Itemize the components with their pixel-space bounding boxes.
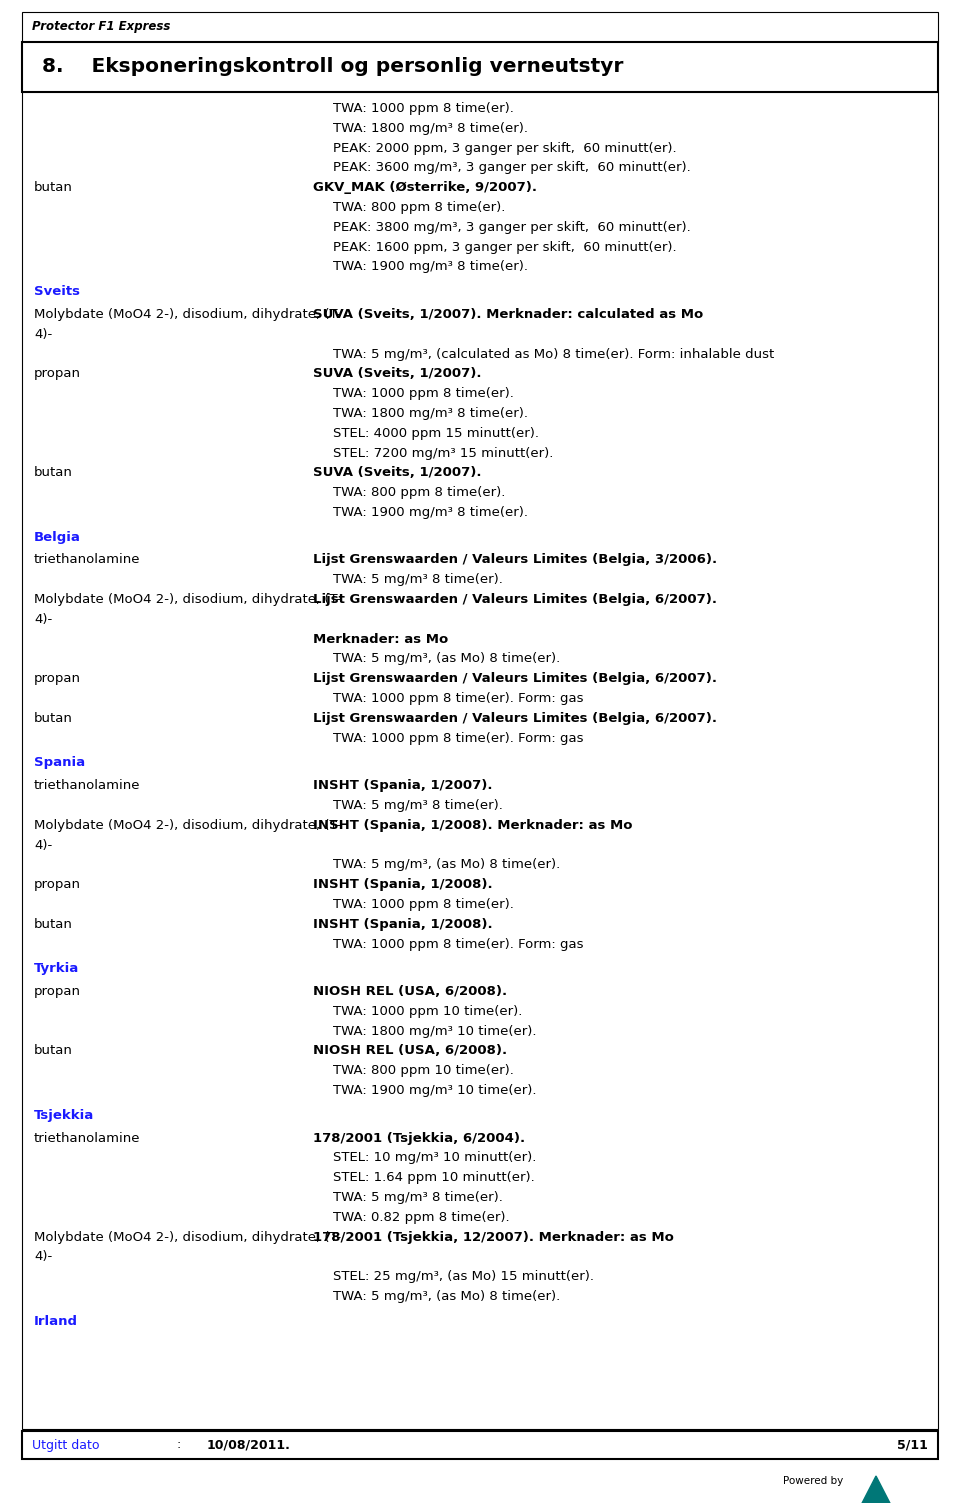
Bar [22,12,938,42]
Text: TWA: 800 ppm 8 time(er).: TWA: 800 ppm 8 time(er). [333,201,506,213]
Text: 4)-: 4)- [34,839,52,852]
Text: Molybdate (MoO4 2-), disodium, dihydrate, (T-: Molybdate (MoO4 2-), disodium, dihydrate… [34,1231,341,1243]
Text: triethanolamine: triethanolamine [34,779,140,792]
Text: Protector F1 Express: Protector F1 Express [32,21,170,33]
Bar [22,42,938,92]
Bar [22,1431,938,1459]
Text: TWA: 1000 ppm 8 time(er). Form: gas: TWA: 1000 ppm 8 time(er). Form: gas [333,938,584,950]
Text: TWA: 1900 mg/m³ 10 time(er).: TWA: 1900 mg/m³ 10 time(er). [333,1084,537,1097]
Text: Molybdate (MoO4 2-), disodium, dihydrate, (T-: Molybdate (MoO4 2-), disodium, dihydrate… [34,594,341,606]
Text: Molybdate (MoO4 2-), disodium, dihydrate, (T-: Molybdate (MoO4 2-), disodium, dihydrate… [34,819,341,831]
Text: Tyrkia: Tyrkia [34,962,80,975]
Text: 5/11: 5/11 [898,1438,928,1452]
Text: propan: propan [34,878,81,891]
Text: PEAK: 3600 mg/m³, 3 ganger per skift,  60 minutt(er).: PEAK: 3600 mg/m³, 3 ganger per skift, 60… [333,161,691,174]
Text: butan: butan [34,712,73,724]
Text: TWA: 1800 mg/m³ 8 time(er).: TWA: 1800 mg/m³ 8 time(er). [333,407,528,419]
Text: TWA: 5 mg/m³ 8 time(er).: TWA: 5 mg/m³ 8 time(er). [333,573,503,586]
Polygon shape [858,1476,894,1503]
Text: TWA: 5 mg/m³, (as Mo) 8 time(er).: TWA: 5 mg/m³, (as Mo) 8 time(er). [333,652,561,666]
Text: :: : [177,1438,181,1452]
Text: Lijst Grenswaarden / Valeurs Limites (Belgia, 3/2006).: Lijst Grenswaarden / Valeurs Limites (Be… [313,553,717,567]
Text: STEL: 4000 ppm 15 minutt(er).: STEL: 4000 ppm 15 minutt(er). [333,427,540,440]
Text: butan: butan [34,918,73,930]
Text: TWA: 800 ppm 8 time(er).: TWA: 800 ppm 8 time(er). [333,485,506,499]
Text: TWA: 0.82 ppm 8 time(er).: TWA: 0.82 ppm 8 time(er). [333,1211,510,1223]
Text: butan: butan [34,182,73,194]
Text: PEAK: 2000 ppm, 3 ganger per skift,  60 minutt(er).: PEAK: 2000 ppm, 3 ganger per skift, 60 m… [333,141,677,155]
Text: SUVA (Sveits, 1/2007).: SUVA (Sveits, 1/2007). [313,367,482,380]
Text: INSHT (Spania, 1/2007).: INSHT (Spania, 1/2007). [313,779,492,792]
Text: 4)-: 4)- [34,328,52,341]
Text: TWA: 1900 mg/m³ 8 time(er).: TWA: 1900 mg/m³ 8 time(er). [333,507,528,519]
Text: TWA: 5 mg/m³ 8 time(er).: TWA: 5 mg/m³ 8 time(er). [333,800,503,812]
Text: propan: propan [34,984,81,998]
Text: propan: propan [34,672,81,685]
Text: TWA: 1000 ppm 8 time(er).: TWA: 1000 ppm 8 time(er). [333,897,515,911]
Text: 178/2001 (Tsjekkia, 12/2007). Merknader: as Mo: 178/2001 (Tsjekkia, 12/2007). Merknader:… [313,1231,674,1243]
Text: TWA: 1000 ppm 8 time(er). Form: gas: TWA: 1000 ppm 8 time(er). Form: gas [333,691,584,705]
Text: TWA: 1800 mg/m³ 8 time(er).: TWA: 1800 mg/m³ 8 time(er). [333,122,528,135]
Text: Molybdate (MoO4 2-), disodium, dihydrate, (T-: Molybdate (MoO4 2-), disodium, dihydrate… [34,308,341,322]
Text: TWA: 1000 ppm 8 time(er). Form: gas: TWA: 1000 ppm 8 time(er). Form: gas [333,732,584,744]
Text: TWA: 5 mg/m³, (calculated as Mo) 8 time(er). Form: inhalable dust: TWA: 5 mg/m³, (calculated as Mo) 8 time(… [333,347,775,361]
Text: PEAK: 3800 mg/m³, 3 ganger per skift,  60 minutt(er).: PEAK: 3800 mg/m³, 3 ganger per skift, 60… [333,221,691,234]
Text: Belgia: Belgia [34,531,81,544]
Text: Utgitt dato: Utgitt dato [32,1438,100,1452]
Text: Lijst Grenswaarden / Valeurs Limites (Belgia, 6/2007).: Lijst Grenswaarden / Valeurs Limites (Be… [313,712,717,724]
Text: Tsjekkia: Tsjekkia [34,1109,94,1121]
Text: 10/08/2011.: 10/08/2011. [207,1438,291,1452]
Text: butan: butan [34,1045,73,1058]
Text: Spania: Spania [34,756,85,770]
Text: SUVA (Sveits, 1/2007). Merknader: calculated as Mo: SUVA (Sveits, 1/2007). Merknader: calcul… [313,308,704,322]
Text: propan: propan [34,367,81,380]
Text: TWA: 1000 ppm 8 time(er).: TWA: 1000 ppm 8 time(er). [333,388,515,400]
Text: 4)-: 4)- [34,1250,52,1264]
Text: 8.    Eksponeringskontroll og personlig verneutstyr: 8. Eksponeringskontroll og personlig ver… [42,57,623,77]
Text: STEL: 1.64 ppm 10 minutt(er).: STEL: 1.64 ppm 10 minutt(er). [333,1171,535,1184]
Text: triethanolamine: triethanolamine [34,553,140,567]
Text: INSHT (Spania, 1/2008).: INSHT (Spania, 1/2008). [313,878,492,891]
Text: TWA: 1900 mg/m³ 8 time(er).: TWA: 1900 mg/m³ 8 time(er). [333,260,528,274]
Text: Merknader: as Mo: Merknader: as Mo [313,633,448,646]
Text: triethanolamine: triethanolamine [34,1132,140,1145]
Text: Lijst Grenswaarden / Valeurs Limites (Belgia, 6/2007).: Lijst Grenswaarden / Valeurs Limites (Be… [313,594,717,606]
Text: INSHT (Spania, 1/2008).: INSHT (Spania, 1/2008). [313,918,492,930]
Text: STEL: 7200 mg/m³ 15 minutt(er).: STEL: 7200 mg/m³ 15 minutt(er). [333,446,554,460]
Text: STEL: 10 mg/m³ 10 minutt(er).: STEL: 10 mg/m³ 10 minutt(er). [333,1151,537,1165]
Text: NIOSH REL (USA, 6/2008).: NIOSH REL (USA, 6/2008). [313,1045,508,1058]
Text: TWA: 5 mg/m³, (as Mo) 8 time(er).: TWA: 5 mg/m³, (as Mo) 8 time(er). [333,1290,561,1303]
Text: butan: butan [34,466,73,479]
Text: TWA: 800 ppm 10 time(er).: TWA: 800 ppm 10 time(er). [333,1064,515,1078]
Bar [22,92,938,1429]
Text: Powered by: Powered by [783,1476,843,1486]
Text: TWA: 5 mg/m³, (as Mo) 8 time(er).: TWA: 5 mg/m³, (as Mo) 8 time(er). [333,858,561,872]
Text: Irland: Irland [34,1315,78,1327]
Text: TWA: 1000 ppm 8 time(er).: TWA: 1000 ppm 8 time(er). [333,102,515,116]
Text: TWA: 1000 ppm 10 time(er).: TWA: 1000 ppm 10 time(er). [333,1006,523,1018]
Text: PEAK: 1600 ppm, 3 ganger per skift,  60 minutt(er).: PEAK: 1600 ppm, 3 ganger per skift, 60 m… [333,240,677,254]
Text: INSHT (Spania, 1/2008). Merknader: as Mo: INSHT (Spania, 1/2008). Merknader: as Mo [313,819,633,831]
Text: STEL: 25 mg/m³, (as Mo) 15 minutt(er).: STEL: 25 mg/m³, (as Mo) 15 minutt(er). [333,1270,594,1284]
Text: GKV_MAK (Østerrike, 9/2007).: GKV_MAK (Østerrike, 9/2007). [313,182,538,194]
Text: SUVA (Sveits, 1/2007).: SUVA (Sveits, 1/2007). [313,466,482,479]
Text: NIOSH REL (USA, 6/2008).: NIOSH REL (USA, 6/2008). [313,984,508,998]
Text: TWA: 5 mg/m³ 8 time(er).: TWA: 5 mg/m³ 8 time(er). [333,1190,503,1204]
Text: TWA: 1800 mg/m³ 10 time(er).: TWA: 1800 mg/m³ 10 time(er). [333,1025,537,1037]
Text: 178/2001 (Tsjekkia, 6/2004).: 178/2001 (Tsjekkia, 6/2004). [313,1132,525,1145]
Text: Lijst Grenswaarden / Valeurs Limites (Belgia, 6/2007).: Lijst Grenswaarden / Valeurs Limites (Be… [313,672,717,685]
Text: Sveits: Sveits [34,286,80,298]
Text: 4)-: 4)- [34,613,52,625]
